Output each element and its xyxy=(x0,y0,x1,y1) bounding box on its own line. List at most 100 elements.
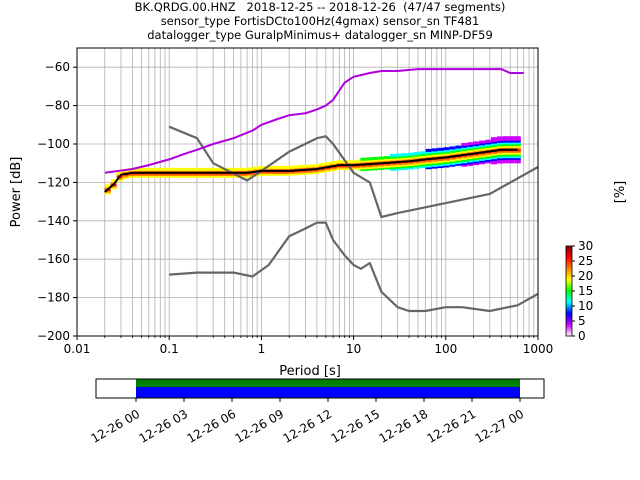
density-cell xyxy=(443,157,450,161)
density-cell xyxy=(193,169,200,173)
density-cell xyxy=(401,156,408,160)
density-cell xyxy=(390,157,396,161)
density-cell xyxy=(283,171,289,175)
density-cell xyxy=(467,145,474,149)
density-cell xyxy=(514,153,521,157)
coverage-psd-bar xyxy=(136,379,520,387)
density-cell xyxy=(384,166,391,170)
density-cell xyxy=(271,165,278,169)
density-cell xyxy=(485,155,492,159)
density-cell xyxy=(259,171,266,175)
density-cell xyxy=(479,144,486,148)
density-cell xyxy=(366,157,373,161)
density-cell xyxy=(378,158,385,162)
density-cell xyxy=(182,173,188,177)
density-cell xyxy=(384,156,391,160)
density-cell xyxy=(360,166,367,170)
density-cell xyxy=(461,143,468,147)
density-cell xyxy=(187,167,194,171)
density-cell xyxy=(187,174,194,178)
colorbar-tick-label: 25 xyxy=(578,254,593,268)
density-cell xyxy=(193,173,200,177)
density-cell xyxy=(425,150,432,154)
density-cell xyxy=(461,160,468,164)
density-cell xyxy=(431,165,438,169)
density-cell xyxy=(152,173,159,177)
density-cell xyxy=(366,160,373,164)
density-cell xyxy=(473,144,480,148)
density-cell xyxy=(407,157,414,161)
x-tick-label: 10 xyxy=(346,342,361,356)
density-cell xyxy=(496,158,503,162)
density-cell xyxy=(390,153,396,157)
density-cell xyxy=(502,143,509,147)
density-cell xyxy=(443,147,450,151)
density-cell xyxy=(479,145,486,149)
psd-series xyxy=(104,68,539,313)
density-cell xyxy=(425,148,432,152)
density-cell xyxy=(378,159,385,163)
density-cell xyxy=(128,173,135,177)
density-cell xyxy=(508,160,515,164)
density-cell xyxy=(467,157,474,161)
density-cell xyxy=(496,160,503,164)
density-cell xyxy=(390,166,396,170)
density-cell xyxy=(419,159,426,163)
chart-subtitle-datalogger: datalogger_type GuralpMinimus+ datalogge… xyxy=(147,28,493,42)
density-cell xyxy=(467,159,474,163)
density-cell xyxy=(158,167,165,171)
density-cell xyxy=(336,167,343,171)
series-NLNM-acceleration xyxy=(169,221,539,313)
density-cell xyxy=(502,155,509,159)
density-cell xyxy=(443,161,450,165)
density-cell xyxy=(467,142,474,146)
density-cell xyxy=(431,150,438,154)
density-cell xyxy=(140,173,147,177)
density-cell xyxy=(496,144,503,148)
density-cell xyxy=(360,159,367,163)
coverage-tick-label: 12-26 09 xyxy=(233,407,287,446)
density-cell xyxy=(425,162,432,166)
density-cell xyxy=(395,158,402,162)
density-cell xyxy=(288,167,295,171)
density-cell xyxy=(271,171,278,175)
y-axis-label: Power [dB] xyxy=(9,157,24,228)
density-cell xyxy=(384,164,391,168)
series-mode-upper-trace xyxy=(104,68,524,174)
colorbar-label: [%] xyxy=(613,181,628,204)
y-tick-label: −140 xyxy=(37,214,70,228)
density-cell xyxy=(247,167,254,171)
density-cell xyxy=(360,161,367,165)
density-cell xyxy=(229,173,236,177)
density-cell xyxy=(170,167,177,171)
density-cell xyxy=(152,169,159,173)
coverage-frame xyxy=(95,378,545,399)
density-cell xyxy=(265,171,272,175)
density-cell xyxy=(413,155,420,159)
density-cell xyxy=(390,162,396,166)
density-cell xyxy=(491,154,497,158)
density-cell xyxy=(508,156,515,160)
density-cell xyxy=(378,156,385,160)
density-cell xyxy=(378,163,385,167)
density-cell xyxy=(164,169,171,173)
density-cell xyxy=(146,167,153,171)
density-cell xyxy=(324,163,331,167)
density-cell xyxy=(473,155,480,159)
density-cell xyxy=(164,173,171,177)
density-cell xyxy=(205,173,212,177)
density-cell xyxy=(104,189,111,193)
density-cell xyxy=(312,164,319,168)
density-cell xyxy=(491,137,497,141)
coverage-data-bar xyxy=(136,387,520,398)
density-cell xyxy=(449,146,456,150)
density-cell xyxy=(390,159,396,163)
density-cell xyxy=(110,181,117,185)
density-cell xyxy=(461,144,468,148)
density-cell xyxy=(496,141,503,145)
density-cell xyxy=(449,149,456,153)
series-NHNM-acceleration xyxy=(168,125,539,219)
density-cell xyxy=(479,161,486,165)
density-cell xyxy=(491,152,497,156)
y-tick-label: −120 xyxy=(37,175,70,189)
